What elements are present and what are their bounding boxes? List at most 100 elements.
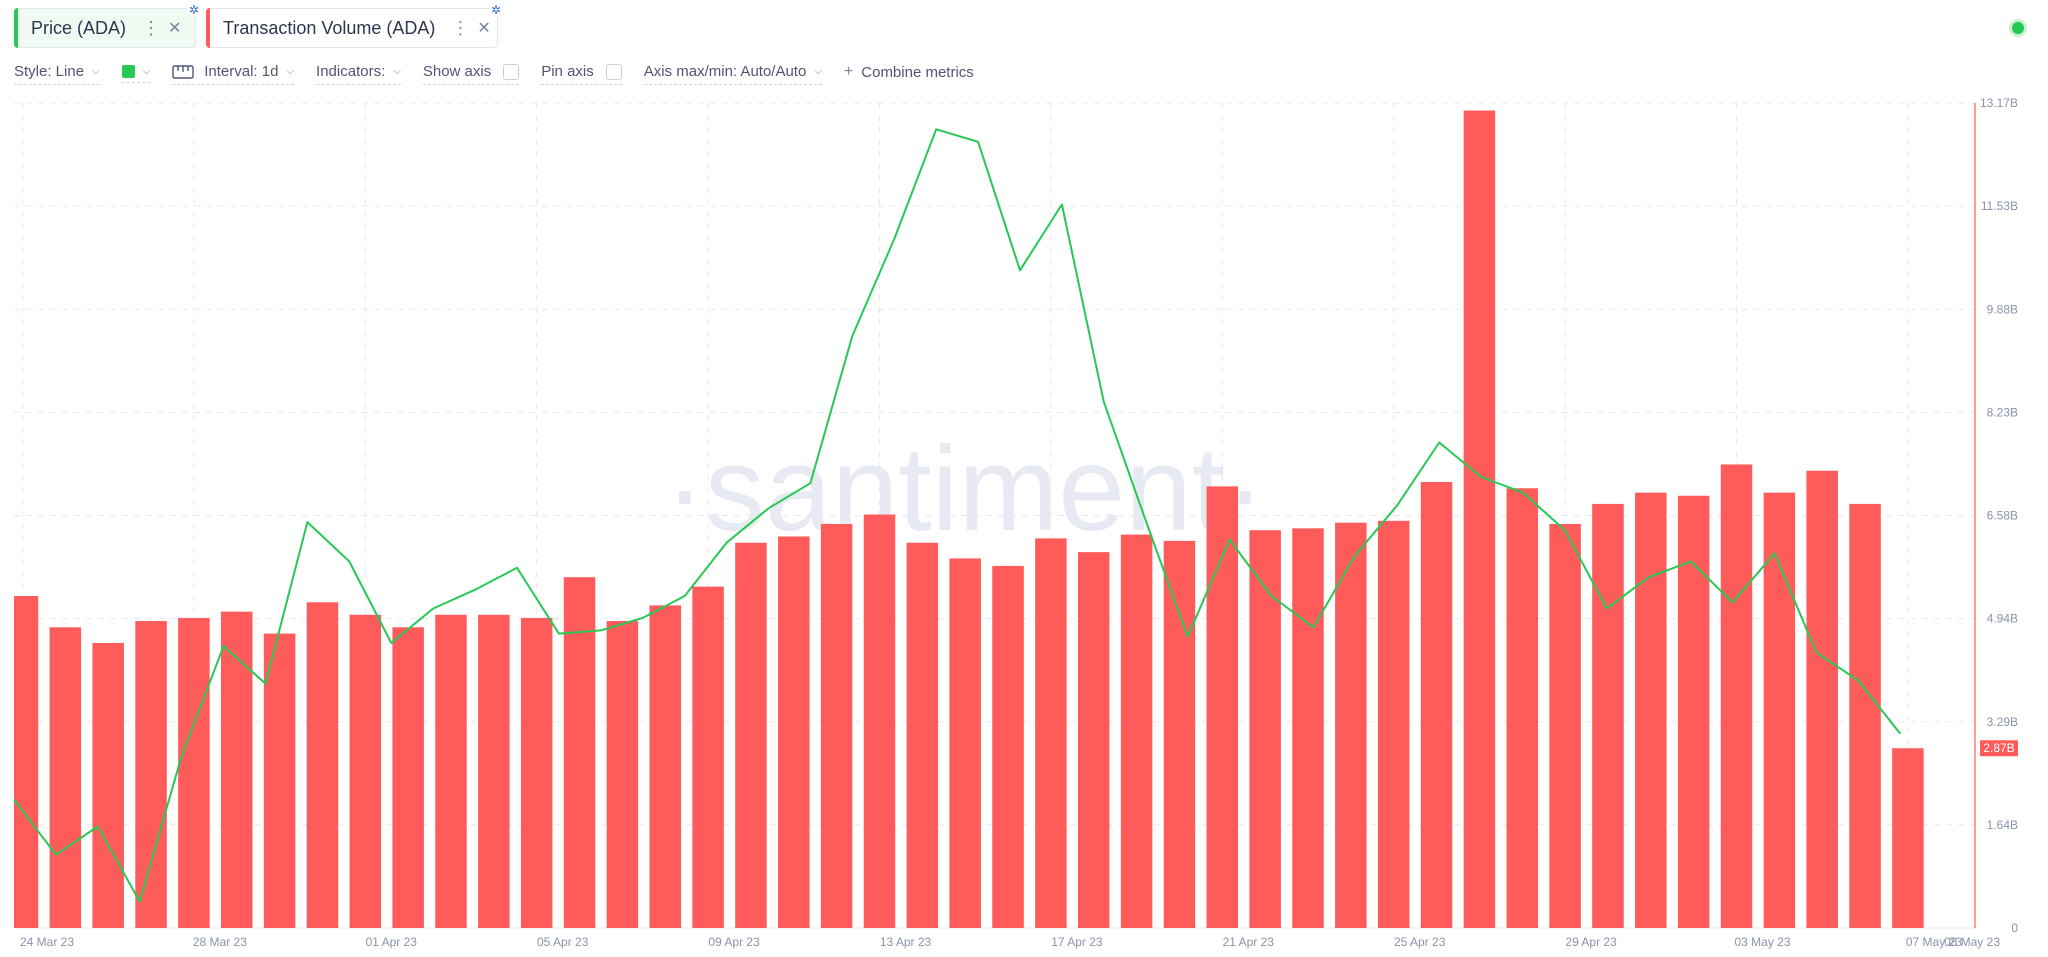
chevron-down-icon: ⌵ [393, 66, 401, 77]
color-picker[interactable]: ⌵ [121, 65, 151, 83]
volume-bar [1806, 470, 1838, 928]
pin-axis-label: Pin axis [541, 63, 594, 80]
volume-bar [1249, 530, 1281, 928]
y-tick-label: 1.64B [1987, 818, 2018, 832]
metric-tab-price[interactable]: Price (ADA) ⋮ ✕ ✲ [14, 3, 201, 48]
x-tick-label: 28 Mar 23 [193, 935, 247, 949]
volume-bar [1892, 748, 1924, 928]
x-tick-label: 17 Apr 23 [1051, 935, 1103, 949]
chevron-down-icon: ⌵ [142, 66, 151, 77]
style-dropdown[interactable]: Style: Line ⌵ [14, 63, 100, 85]
volume-bar [606, 621, 639, 928]
volume-bar [14, 595, 39, 928]
volume-bar [1420, 481, 1453, 928]
volume-bar [263, 633, 296, 928]
y-tick-label: 11.53B [1981, 199, 2018, 213]
volume-bar [1635, 492, 1667, 928]
volume-bar [906, 542, 939, 928]
metric-tab-transaction-volume[interactable]: Transaction Volume (ADA) ⋮ ✕ ✲ [206, 3, 503, 48]
volume-bar [649, 605, 681, 928]
metric-color-bar [14, 8, 18, 48]
volume-bar [221, 611, 253, 928]
volume-bar [1078, 552, 1110, 928]
x-tick-label: 29 Apr 23 [1565, 935, 1617, 949]
santiment-watermark: ·santiment· [665, 422, 1265, 556]
ruler-icon [172, 64, 194, 79]
volume-bar [306, 602, 339, 928]
show-axis-checkbox[interactable] [503, 63, 520, 80]
volume-bar [1035, 538, 1067, 928]
interval-dropdown[interactable]: Interval: 1d ⌵ [172, 63, 295, 85]
y-tick-label: 8.23B [1987, 405, 2018, 419]
close-icon[interactable]: ✕ [168, 20, 182, 37]
volume-bar [1720, 464, 1753, 928]
price-line [13, 128, 1902, 903]
volume-bar [520, 617, 553, 928]
x-tick-label: 24 Mar 23 [20, 935, 74, 949]
last-value-label: 2.87B [1983, 741, 2014, 755]
x-tick-label: 21 Apr 23 [1223, 935, 1275, 949]
settings-icon[interactable]: ✲ [187, 3, 201, 17]
metric-color-bar [206, 8, 210, 48]
volume-bar [735, 542, 767, 928]
x-tick-label: 07 May 23 [1906, 935, 1962, 949]
volume-bar [1763, 492, 1796, 928]
y-tick-label: 3.29B [1987, 715, 2018, 729]
volume-bar [1377, 520, 1410, 928]
last-value-badge-bg [1980, 740, 2018, 757]
combine-metrics-label: Combine metrics [861, 63, 974, 81]
volume-bar [1292, 528, 1324, 928]
chevron-down-icon: ⌵ [92, 66, 100, 77]
volume-bar [992, 565, 1024, 928]
volume-bar [1549, 523, 1581, 928]
volume-bar [1335, 522, 1367, 928]
y-axis-ticks: 0 1.64B 3.29B 4.94B 6.58B 8.23B 9.88B 11.53B 13.… [1980, 96, 2018, 935]
pin-axis-toggle[interactable]: Pin axis [541, 63, 622, 85]
x-tick-label: 09 Apr 23 [708, 935, 760, 949]
x-tick-label: 05 Apr 23 [537, 935, 589, 949]
metric-tab-label: Transaction Volume (ADA) [223, 17, 436, 38]
y-tick-label: 0 [2011, 921, 2018, 935]
volume-bar [349, 614, 382, 928]
volume-bar [692, 586, 724, 928]
volume-bar [1592, 503, 1624, 928]
y-tick-label: 6.58B [1987, 509, 2018, 523]
color-swatch [121, 65, 135, 78]
volume-bar [820, 523, 853, 928]
volume-bar [135, 621, 167, 928]
live-status-indicator [2012, 22, 2024, 34]
close-icon[interactable]: ✕ [477, 20, 491, 37]
volume-bar [392, 627, 424, 928]
volume-bar [949, 558, 981, 928]
combine-metrics-button[interactable]: + Combine metrics [844, 63, 974, 85]
last-value-badge: 2.87B [1980, 740, 2018, 757]
volume-bar [1506, 488, 1538, 928]
volume-bars [14, 110, 1924, 928]
x-axis-ticks: 24 Mar 23 28 Mar 23 01 Apr 23 05 Apr 23 09 A… [20, 935, 2000, 949]
pin-axis-checkbox[interactable] [605, 63, 622, 80]
y-tick-label: 13.17B [1980, 96, 2018, 110]
style-label: Style: Line [14, 63, 85, 80]
volume-bar [1463, 110, 1496, 928]
x-tick-label: 08 May 23 [1944, 935, 2000, 949]
volume-bar [778, 536, 810, 928]
volume-bar [1206, 486, 1239, 928]
show-axis-label: Show axis [422, 63, 492, 80]
show-axis-toggle[interactable]: Show axis [422, 63, 520, 85]
axis-minmax-label: Axis max/min: Auto/Auto [643, 63, 807, 80]
metric-tab-label: Price (ADA) [31, 17, 127, 38]
chart-toolbar: Style: Line ⌵ ⌵ Interval: 1d ⌵ Indicator… [14, 62, 996, 86]
settings-icon[interactable]: ✲ [489, 3, 503, 17]
plus-icon: + [843, 63, 854, 80]
indicators-dropdown[interactable]: Indicators: ⌵ [316, 63, 401, 85]
volume-bar [49, 627, 82, 928]
volume-bar [178, 617, 210, 928]
x-tick-label: 01 Apr 23 [366, 935, 418, 949]
volume-bar [1120, 534, 1153, 928]
volume-bar [478, 614, 510, 928]
chevron-down-icon: ⌵ [286, 66, 295, 77]
interval-label: Interval: 1d [204, 63, 279, 80]
indicators-label: Indicators: [316, 63, 386, 80]
axis-minmax-dropdown[interactable]: Axis max/min: Auto/Auto ⌵ [643, 63, 822, 85]
